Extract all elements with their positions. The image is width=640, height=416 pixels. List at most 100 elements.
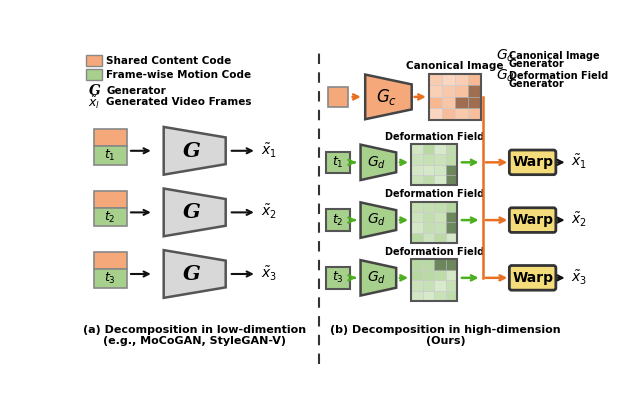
Text: $\tilde{x}_3$: $\tilde{x}_3$ — [260, 265, 276, 283]
Bar — [94, 191, 127, 208]
Bar — [446, 154, 458, 165]
Bar — [434, 154, 446, 165]
Polygon shape — [164, 188, 226, 236]
Bar — [455, 97, 468, 109]
Bar — [446, 259, 458, 270]
Bar — [411, 223, 422, 233]
Text: Deformation Field: Deformation Field — [385, 247, 484, 257]
Bar — [86, 69, 102, 80]
Bar — [411, 259, 422, 270]
Bar — [422, 280, 434, 290]
Bar — [446, 223, 458, 233]
Text: Deformation Field: Deformation Field — [385, 131, 484, 141]
Bar — [94, 270, 127, 288]
Text: G: G — [88, 84, 100, 98]
Bar — [446, 212, 458, 223]
Bar — [411, 165, 422, 175]
Bar — [411, 280, 422, 290]
Bar — [455, 74, 468, 85]
Bar — [446, 202, 458, 212]
Polygon shape — [360, 260, 396, 295]
Bar — [411, 202, 422, 212]
Bar — [434, 202, 446, 212]
Text: $t_3$: $t_3$ — [332, 270, 344, 285]
Bar — [411, 175, 422, 186]
Bar — [455, 85, 468, 97]
Bar — [326, 209, 349, 231]
Text: Generator: Generator — [106, 86, 166, 96]
Bar — [434, 290, 446, 301]
Bar — [422, 175, 434, 186]
Bar — [94, 208, 127, 226]
Text: Canonical Image: Canonical Image — [406, 61, 504, 71]
Text: $t_2$: $t_2$ — [332, 213, 344, 228]
Text: G: G — [182, 264, 200, 284]
Text: $\tilde{x}_3$: $\tilde{x}_3$ — [571, 269, 587, 287]
Bar — [434, 212, 446, 223]
Text: $t_2$: $t_2$ — [104, 210, 116, 225]
Bar — [446, 165, 458, 175]
Text: $t_1$: $t_1$ — [104, 148, 116, 163]
Text: Shared Content Code: Shared Content Code — [106, 56, 232, 66]
Text: (a) Decomposition in low-dimention: (a) Decomposition in low-dimention — [83, 325, 307, 335]
Bar — [446, 259, 458, 270]
Bar — [468, 85, 481, 97]
Bar — [468, 74, 481, 85]
Bar — [411, 154, 422, 165]
Text: $\tilde{x}_2$: $\tilde{x}_2$ — [260, 203, 276, 221]
Bar — [442, 74, 455, 85]
Text: $\tilde{x}_l$: $\tilde{x}_l$ — [88, 94, 100, 111]
Bar — [86, 55, 102, 66]
Bar — [422, 223, 434, 233]
Text: $G_d$: $G_d$ — [367, 154, 386, 171]
Text: $G_c$: $G_c$ — [376, 87, 397, 107]
Bar — [446, 270, 458, 280]
Text: Generator: Generator — [509, 79, 564, 89]
Text: $G_d$: $G_d$ — [367, 270, 386, 286]
Bar — [468, 85, 481, 97]
Bar — [434, 233, 446, 243]
Bar — [328, 87, 348, 107]
Text: $G_c$: $G_c$ — [496, 48, 514, 64]
Text: Deformation Field: Deformation Field — [509, 71, 608, 81]
Bar — [434, 280, 446, 290]
Bar — [442, 97, 455, 109]
Bar — [422, 270, 434, 280]
Text: (Ours): (Ours) — [426, 336, 466, 346]
Bar — [446, 175, 458, 186]
Bar — [422, 259, 434, 270]
Bar — [422, 202, 434, 212]
Text: Frame-wise Motion Code: Frame-wise Motion Code — [106, 69, 252, 79]
Text: (e.g., MoCoGAN, StyleGAN-V): (e.g., MoCoGAN, StyleGAN-V) — [103, 336, 286, 346]
Bar — [411, 202, 458, 243]
Text: (b) Decomposition in high-dimension: (b) Decomposition in high-dimension — [330, 325, 561, 335]
Bar — [434, 223, 446, 233]
Text: $\tilde{x}_1$: $\tilde{x}_1$ — [571, 154, 586, 171]
Text: $t_3$: $t_3$ — [104, 271, 116, 286]
Bar — [429, 74, 481, 120]
Bar — [446, 223, 458, 233]
Bar — [434, 259, 446, 270]
Bar — [422, 154, 434, 165]
Bar — [429, 97, 442, 109]
Bar — [411, 270, 422, 280]
Bar — [422, 144, 434, 154]
Polygon shape — [164, 250, 226, 298]
Bar — [468, 97, 481, 109]
Bar — [468, 109, 481, 120]
Bar — [434, 175, 446, 186]
Text: Generator: Generator — [509, 59, 564, 69]
Bar — [411, 144, 458, 186]
Bar — [446, 280, 458, 290]
Text: $\tilde{x}_2$: $\tilde{x}_2$ — [571, 211, 586, 229]
Bar — [446, 144, 458, 154]
Bar — [326, 267, 349, 289]
Bar — [434, 165, 446, 175]
Bar — [446, 175, 458, 186]
Bar — [411, 212, 422, 223]
Polygon shape — [164, 127, 226, 175]
Text: Deformation Field: Deformation Field — [385, 189, 484, 199]
Bar — [326, 151, 349, 173]
Bar — [411, 144, 422, 154]
Bar — [422, 165, 434, 175]
